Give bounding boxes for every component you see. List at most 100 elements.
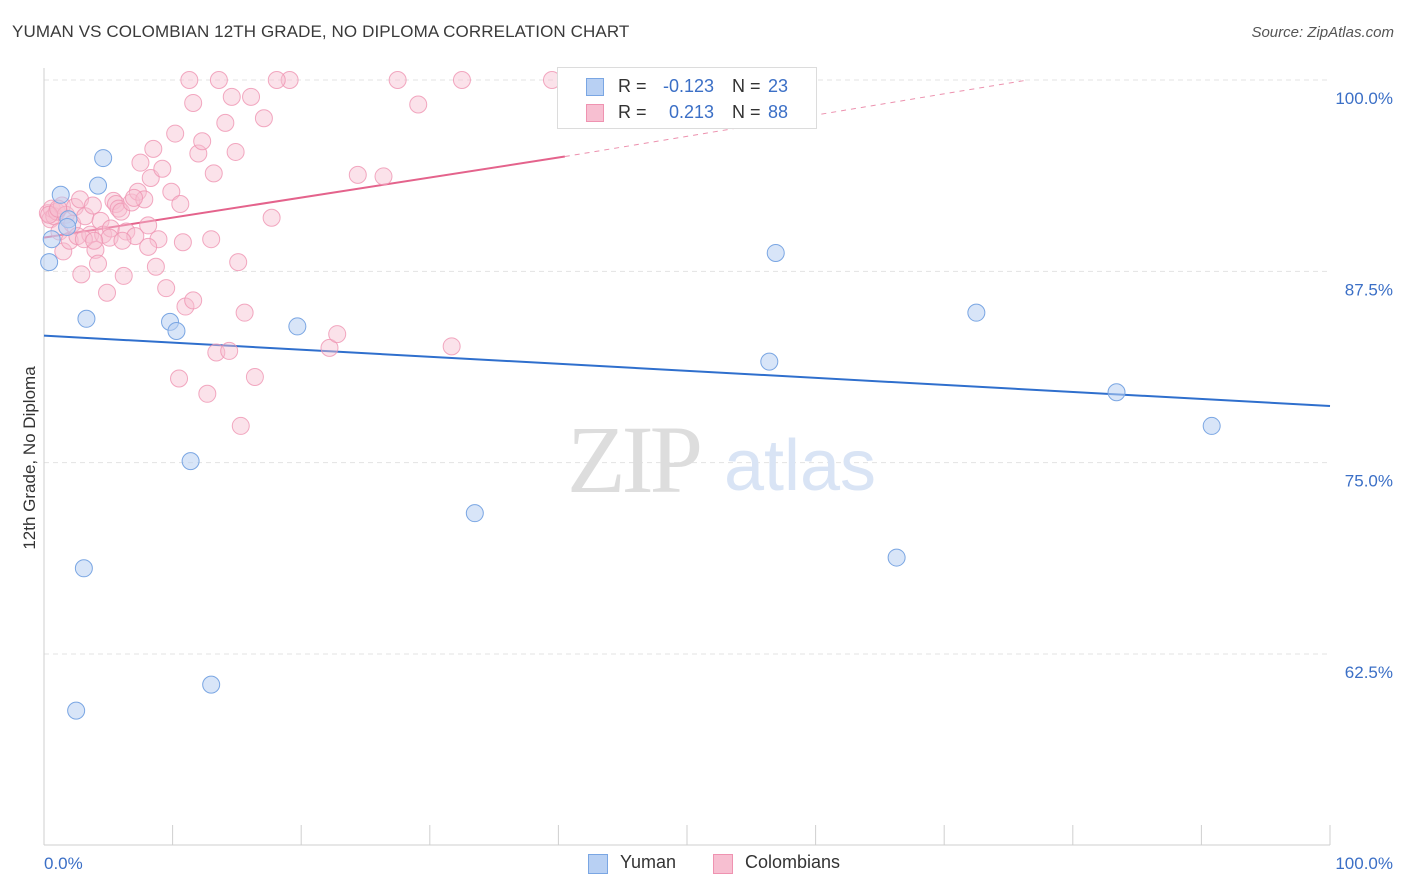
colombians-point (229, 253, 248, 272)
chart-title: YUMAN VS COLOMBIAN 12TH GRADE, NO DIPLOM… (12, 22, 630, 41)
colombians-point (180, 71, 199, 89)
colombians-point (209, 71, 228, 89)
colombians-point (262, 208, 281, 227)
colombians-point (242, 87, 261, 106)
colombians-points (38, 71, 561, 435)
colombians-point (226, 142, 245, 161)
x-tick-label: 100.0% (1335, 854, 1393, 873)
colombians-point (388, 71, 407, 89)
colombians-point (184, 291, 203, 310)
yuman-point (288, 317, 307, 336)
n-value: 88 (768, 102, 789, 122)
colombians-point (231, 416, 250, 435)
yuman-point (77, 309, 96, 328)
colombians-point (220, 341, 239, 360)
colombians-point (207, 343, 226, 362)
watermark: ZIP atlas (567, 406, 876, 513)
y-tick-label: 87.5% (1345, 280, 1393, 299)
r-label: R = (618, 76, 647, 96)
yuman-point (67, 701, 86, 720)
colombians-point (328, 325, 347, 344)
colombians-point (113, 231, 132, 250)
colombians-point (202, 230, 221, 249)
colombians-point (267, 71, 286, 89)
yuman-point (51, 185, 70, 204)
colombians-point (157, 279, 176, 298)
n-label: N = (732, 102, 761, 122)
colombians-point (85, 231, 104, 250)
yuman-point (1202, 416, 1221, 435)
axes (43, 68, 1331, 846)
yuman-point (94, 149, 113, 168)
y-tick-label: 100.0% (1335, 89, 1393, 108)
yuman-point (760, 352, 779, 371)
colombians-point (139, 216, 158, 235)
yuman-point (74, 559, 93, 578)
yuman-point (181, 452, 200, 471)
colombians-point (374, 167, 393, 186)
grid-lines (44, 79, 1330, 655)
x-tick-label: 0.0% (44, 854, 83, 873)
colombians-point (125, 188, 144, 207)
n-label: N = (732, 76, 761, 96)
colombians-point (171, 194, 190, 213)
colombians-point (54, 242, 73, 261)
stats-box: R = -0.123 N = 23 R = 0.213 N = 88 (557, 67, 817, 129)
yuman-point (1107, 383, 1126, 402)
colombians-point (101, 219, 120, 238)
colombians-point (117, 222, 136, 241)
colombians-point (83, 196, 102, 215)
colombians-point (184, 93, 203, 112)
colombians-point (72, 265, 91, 284)
legend-label: Colombians (745, 852, 841, 872)
colombians-point (149, 230, 168, 249)
watermark-atlas: atlas (724, 426, 876, 506)
colombians-point (98, 283, 117, 302)
colombians-point (114, 266, 133, 285)
yuman-point (887, 548, 906, 567)
yuman-points (40, 71, 1221, 720)
colombians-swatch (586, 104, 604, 122)
yuman-point (40, 253, 59, 272)
yuman-point (202, 675, 221, 694)
yuman-point (465, 504, 484, 523)
colombians-point (245, 367, 264, 386)
yuman-point (967, 303, 986, 322)
colombians-point (348, 165, 367, 184)
yuman-point (766, 243, 785, 262)
yuman-legend-swatch (588, 854, 608, 874)
yuman-point (58, 217, 77, 236)
watermark-zip: ZIP (567, 406, 700, 513)
colombians-point (139, 237, 158, 256)
colombians-point (216, 113, 235, 132)
colombians-point (170, 369, 189, 388)
colombians-point (320, 338, 339, 357)
legend-label: Yuman (620, 852, 677, 872)
yuman-trend-line (43, 334, 1331, 408)
colombians-point (193, 132, 212, 151)
colombians-point (173, 233, 192, 252)
colombians-point (409, 95, 428, 114)
y-tick-label: 75.0% (1345, 472, 1393, 491)
colombians-point (204, 164, 223, 183)
yuman-point (42, 230, 61, 249)
n-value: 23 (768, 76, 789, 96)
colombians-point (166, 124, 185, 143)
r-value: 0.213 (668, 102, 714, 122)
yuman-point (167, 322, 186, 341)
colombians-point (146, 257, 165, 276)
colombians-point (442, 337, 461, 356)
colombians-point (452, 71, 471, 89)
yuman-swatch (586, 78, 604, 96)
colombians-point (162, 182, 181, 201)
r-value: -0.123 (662, 76, 714, 96)
r-label: R = (618, 102, 647, 122)
source-label: Source: ZipAtlas.com (1251, 24, 1394, 41)
colombians-point (153, 159, 172, 178)
colombians-point (235, 303, 254, 322)
colombians-point (112, 202, 131, 221)
colombians-point (131, 153, 150, 172)
colombians-point (144, 139, 163, 158)
colombians-point (89, 254, 108, 273)
